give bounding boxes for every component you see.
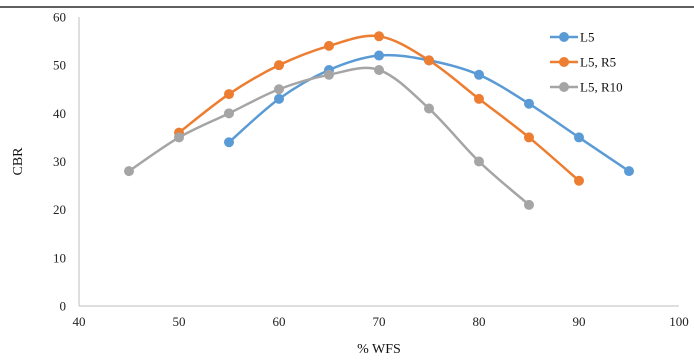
- legend-marker: [559, 57, 569, 67]
- series-line: [128, 66, 530, 206]
- legend-label: L5: [580, 30, 594, 45]
- legend-label: L5, R5: [580, 55, 616, 70]
- data-point: [424, 103, 434, 114]
- legend-marker: [559, 82, 569, 92]
- y-tick-label: 60: [53, 10, 66, 25]
- data-point: [574, 132, 584, 143]
- legend-item: L5: [550, 30, 594, 45]
- data-point: [474, 156, 484, 167]
- x-tick-label: 100: [669, 314, 689, 329]
- data-point: [374, 50, 384, 61]
- legend-item: L5, R5: [550, 55, 616, 70]
- y-tick-label: 40: [53, 106, 66, 121]
- data-point: [274, 93, 284, 104]
- series-group: [124, 31, 634, 210]
- axes: 40 50 60 70 80 90 100 0 10 20 30 40 50 60: [53, 10, 689, 330]
- data-point: [524, 98, 534, 109]
- data-point: [424, 55, 434, 66]
- data-point: [224, 137, 234, 148]
- series-2: [174, 31, 584, 186]
- y-tick-label: 50: [53, 58, 66, 73]
- data-point: [624, 166, 634, 177]
- x-tick-label: 60: [273, 314, 286, 329]
- data-point: [224, 89, 234, 100]
- x-tick-label: 80: [473, 314, 486, 329]
- y-tick-label: 0: [60, 299, 67, 314]
- x-tick-label: 90: [573, 314, 586, 329]
- data-point: [474, 93, 484, 104]
- data-point: [524, 132, 534, 143]
- legend: L5 L5, R5 L5, R10: [550, 30, 623, 95]
- y-axis-title: CBR: [11, 147, 26, 176]
- data-point: [174, 132, 184, 143]
- data-point: [324, 69, 334, 80]
- data-point: [374, 31, 384, 42]
- data-point: [374, 64, 384, 75]
- legend-item: L5, R10: [550, 80, 623, 95]
- data-point: [274, 60, 284, 71]
- data-point: [524, 199, 534, 210]
- x-tick-label: 50: [173, 314, 186, 329]
- y-tick-label: 20: [53, 202, 66, 217]
- data-point: [274, 84, 284, 95]
- data-point: [124, 166, 134, 177]
- y-tick-label: 10: [53, 250, 66, 265]
- legend-marker: [559, 32, 569, 42]
- data-point: [224, 108, 234, 119]
- x-tick-label: 40: [73, 314, 86, 329]
- y-tick-label: 30: [53, 154, 66, 169]
- data-point: [474, 69, 484, 80]
- data-point: [324, 40, 334, 51]
- x-axis-title: % WFS: [357, 342, 401, 357]
- x-tick-label: 70: [373, 314, 386, 329]
- data-point: [574, 175, 584, 186]
- legend-label: L5, R10: [580, 80, 623, 95]
- series-3: [124, 64, 534, 210]
